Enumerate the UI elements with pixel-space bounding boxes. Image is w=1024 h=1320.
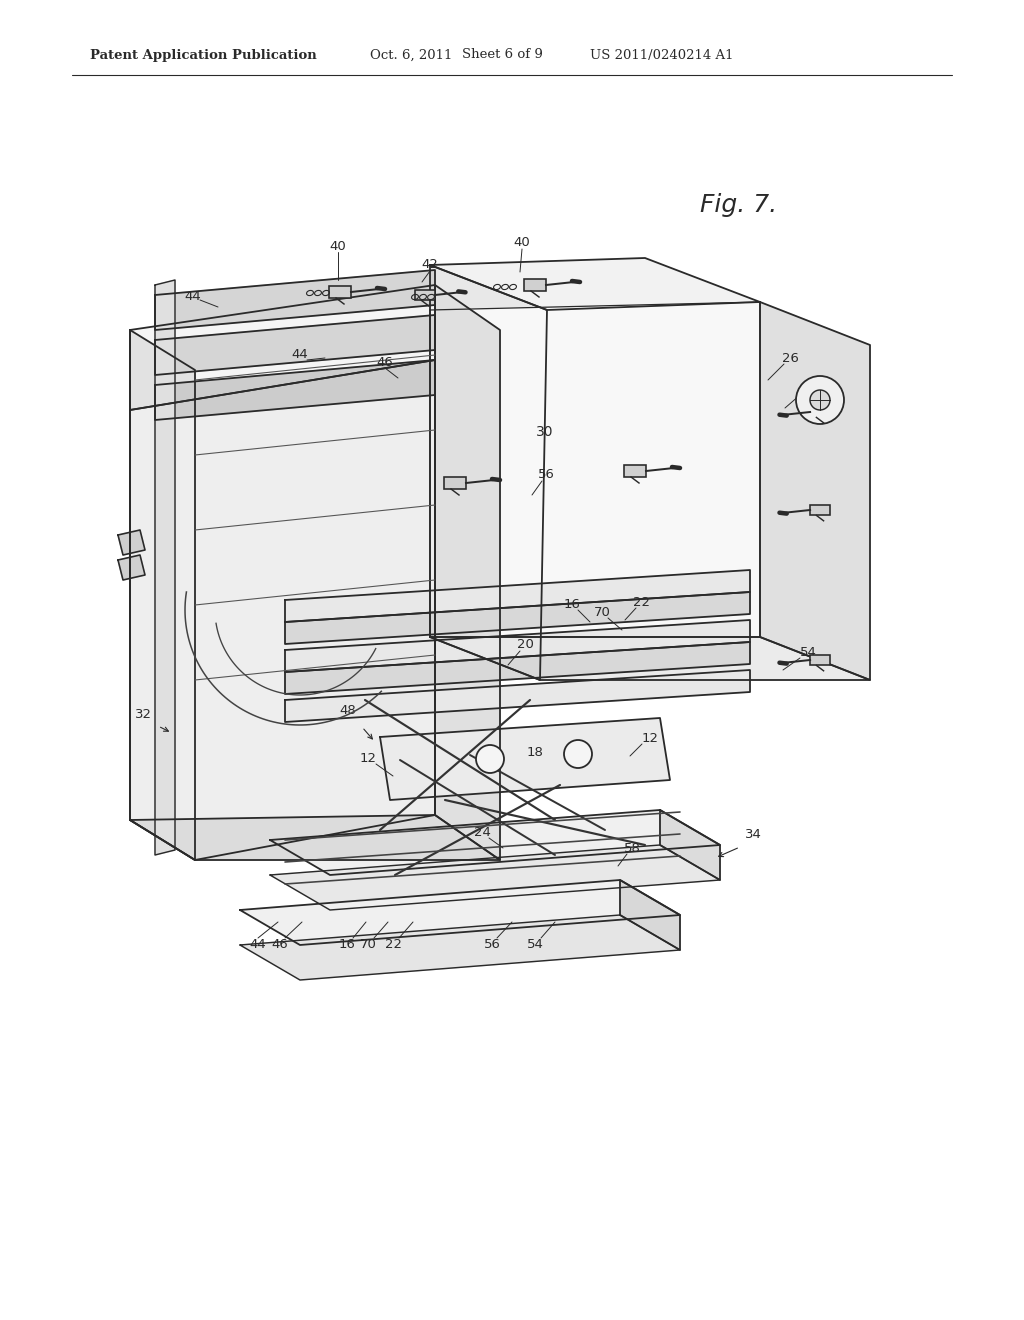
Text: 40: 40 bbox=[330, 239, 346, 252]
Text: US 2011/0240214 A1: US 2011/0240214 A1 bbox=[590, 49, 733, 62]
Bar bbox=[810, 504, 829, 515]
Bar bbox=[810, 407, 829, 417]
Bar bbox=[810, 655, 829, 665]
Polygon shape bbox=[270, 845, 720, 909]
Polygon shape bbox=[285, 591, 750, 644]
Bar bbox=[444, 477, 466, 488]
Polygon shape bbox=[620, 880, 680, 950]
Text: 54: 54 bbox=[800, 645, 816, 659]
Text: 58: 58 bbox=[624, 842, 640, 854]
Circle shape bbox=[810, 389, 830, 411]
Bar bbox=[524, 279, 546, 290]
Text: 70: 70 bbox=[594, 606, 610, 619]
Polygon shape bbox=[270, 810, 720, 875]
Text: 46: 46 bbox=[271, 937, 289, 950]
Text: 22: 22 bbox=[384, 937, 401, 950]
Polygon shape bbox=[130, 814, 500, 861]
Polygon shape bbox=[155, 360, 435, 420]
Text: 16: 16 bbox=[339, 937, 355, 950]
Text: 32: 32 bbox=[134, 709, 152, 722]
Polygon shape bbox=[240, 915, 680, 979]
Text: 70: 70 bbox=[359, 937, 377, 950]
Text: 44: 44 bbox=[250, 937, 266, 950]
Text: 56: 56 bbox=[483, 937, 501, 950]
Bar bbox=[329, 286, 351, 298]
Text: Oct. 6, 2011: Oct. 6, 2011 bbox=[370, 49, 453, 62]
Polygon shape bbox=[155, 271, 435, 330]
Polygon shape bbox=[760, 302, 870, 680]
Text: 30: 30 bbox=[537, 425, 554, 440]
Circle shape bbox=[564, 741, 592, 768]
Text: Sheet 6 of 9: Sheet 6 of 9 bbox=[462, 49, 543, 62]
Text: 42: 42 bbox=[422, 259, 438, 272]
Text: 46: 46 bbox=[377, 355, 393, 368]
Polygon shape bbox=[435, 285, 500, 861]
Polygon shape bbox=[285, 570, 750, 622]
Text: 24: 24 bbox=[473, 825, 490, 838]
Text: 44: 44 bbox=[292, 348, 308, 362]
Text: 26: 26 bbox=[781, 351, 799, 364]
Polygon shape bbox=[430, 265, 547, 680]
Polygon shape bbox=[155, 280, 175, 855]
Circle shape bbox=[476, 744, 504, 774]
Text: 18: 18 bbox=[526, 746, 544, 759]
Polygon shape bbox=[130, 285, 435, 411]
Polygon shape bbox=[155, 315, 435, 375]
Polygon shape bbox=[285, 671, 750, 722]
Polygon shape bbox=[430, 638, 870, 680]
Text: 20: 20 bbox=[516, 639, 534, 652]
Text: 44: 44 bbox=[184, 289, 202, 302]
Polygon shape bbox=[118, 554, 145, 579]
Text: Patent Application Publication: Patent Application Publication bbox=[90, 49, 316, 62]
Text: 54: 54 bbox=[526, 937, 544, 950]
Text: 40: 40 bbox=[514, 236, 530, 249]
Text: Fig. 7.: Fig. 7. bbox=[700, 193, 777, 216]
Text: 34: 34 bbox=[744, 828, 762, 841]
Polygon shape bbox=[380, 718, 670, 800]
Text: 22: 22 bbox=[634, 595, 650, 609]
Text: 12: 12 bbox=[641, 731, 658, 744]
Polygon shape bbox=[130, 360, 435, 861]
Text: 54: 54 bbox=[800, 384, 816, 396]
Polygon shape bbox=[118, 531, 145, 554]
Polygon shape bbox=[130, 330, 195, 861]
Polygon shape bbox=[430, 257, 760, 310]
Polygon shape bbox=[430, 302, 760, 638]
Text: 56: 56 bbox=[538, 469, 554, 482]
Polygon shape bbox=[285, 642, 750, 694]
Circle shape bbox=[796, 376, 844, 424]
Text: 12: 12 bbox=[359, 751, 377, 764]
Text: 48: 48 bbox=[340, 704, 356, 717]
Bar bbox=[624, 465, 646, 477]
Polygon shape bbox=[240, 880, 680, 945]
Bar bbox=[415, 289, 435, 301]
Polygon shape bbox=[660, 810, 720, 880]
Text: 16: 16 bbox=[563, 598, 581, 610]
Polygon shape bbox=[285, 620, 750, 672]
